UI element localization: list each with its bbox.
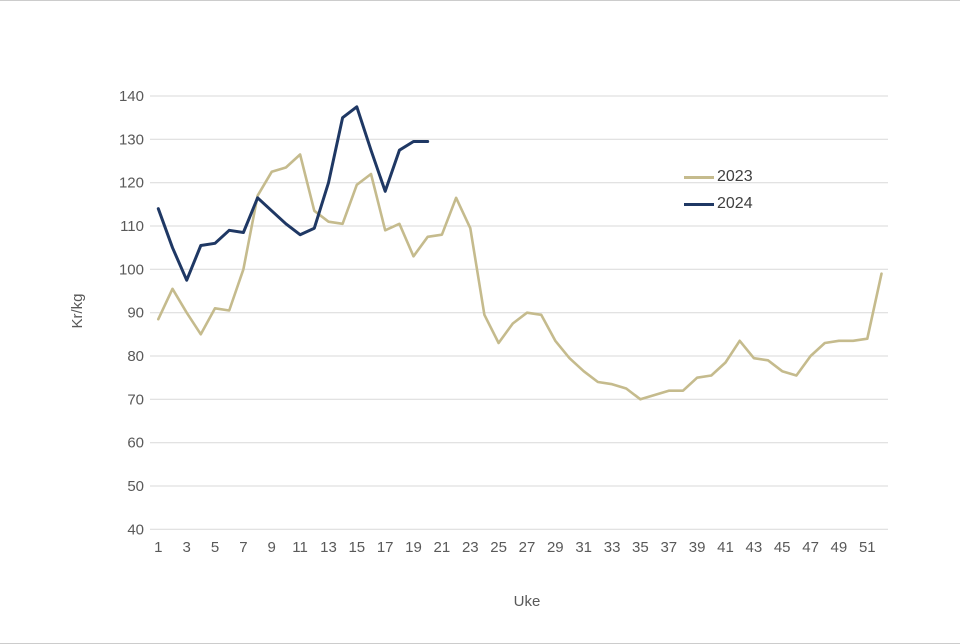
- svg-text:39: 39: [689, 539, 706, 556]
- legend-label-2024: 2024: [717, 195, 753, 212]
- svg-text:90: 90: [127, 305, 144, 322]
- svg-text:70: 70: [127, 391, 144, 408]
- legend-swatch-2024: [684, 202, 714, 206]
- svg-text:29: 29: [547, 539, 564, 556]
- svg-text:120: 120: [119, 175, 144, 192]
- svg-text:41: 41: [717, 539, 734, 556]
- svg-text:25: 25: [490, 539, 507, 556]
- svg-text:7: 7: [239, 539, 247, 556]
- svg-text:1: 1: [154, 539, 162, 556]
- svg-text:9: 9: [268, 539, 276, 556]
- svg-text:60: 60: [127, 435, 144, 452]
- legend: 2023 2024: [684, 167, 753, 214]
- svg-text:17: 17: [377, 539, 394, 556]
- svg-text:3: 3: [183, 539, 191, 556]
- svg-text:40: 40: [127, 521, 144, 538]
- svg-text:45: 45: [774, 539, 791, 556]
- svg-text:140: 140: [119, 88, 144, 105]
- y-axis-title: Kr/kg: [69, 293, 86, 329]
- svg-text:37: 37: [660, 539, 677, 556]
- svg-text:23: 23: [462, 539, 479, 556]
- legend-item-2023: 2023: [684, 167, 753, 187]
- svg-text:100: 100: [119, 261, 144, 278]
- legend-label-2023: 2023: [717, 168, 753, 185]
- svg-text:80: 80: [127, 348, 144, 365]
- svg-text:15: 15: [348, 539, 365, 556]
- svg-text:50: 50: [127, 478, 144, 495]
- svg-text:47: 47: [802, 539, 819, 556]
- legend-swatch-2023: [684, 175, 714, 179]
- svg-text:33: 33: [604, 539, 621, 556]
- svg-text:5: 5: [211, 539, 219, 556]
- svg-text:35: 35: [632, 539, 649, 556]
- svg-text:21: 21: [434, 539, 451, 556]
- svg-text:43: 43: [746, 539, 763, 556]
- legend-item-2024: 2024: [684, 194, 753, 214]
- x-axis-title: Uke: [513, 593, 541, 610]
- svg-text:19: 19: [405, 539, 422, 556]
- svg-text:51: 51: [859, 539, 876, 556]
- svg-text:11: 11: [292, 539, 308, 556]
- svg-text:130: 130: [119, 131, 144, 148]
- svg-text:49: 49: [831, 539, 848, 556]
- svg-text:31: 31: [575, 539, 592, 556]
- svg-text:13: 13: [320, 539, 337, 556]
- svg-text:110: 110: [120, 218, 144, 235]
- svg-text:27: 27: [519, 539, 536, 556]
